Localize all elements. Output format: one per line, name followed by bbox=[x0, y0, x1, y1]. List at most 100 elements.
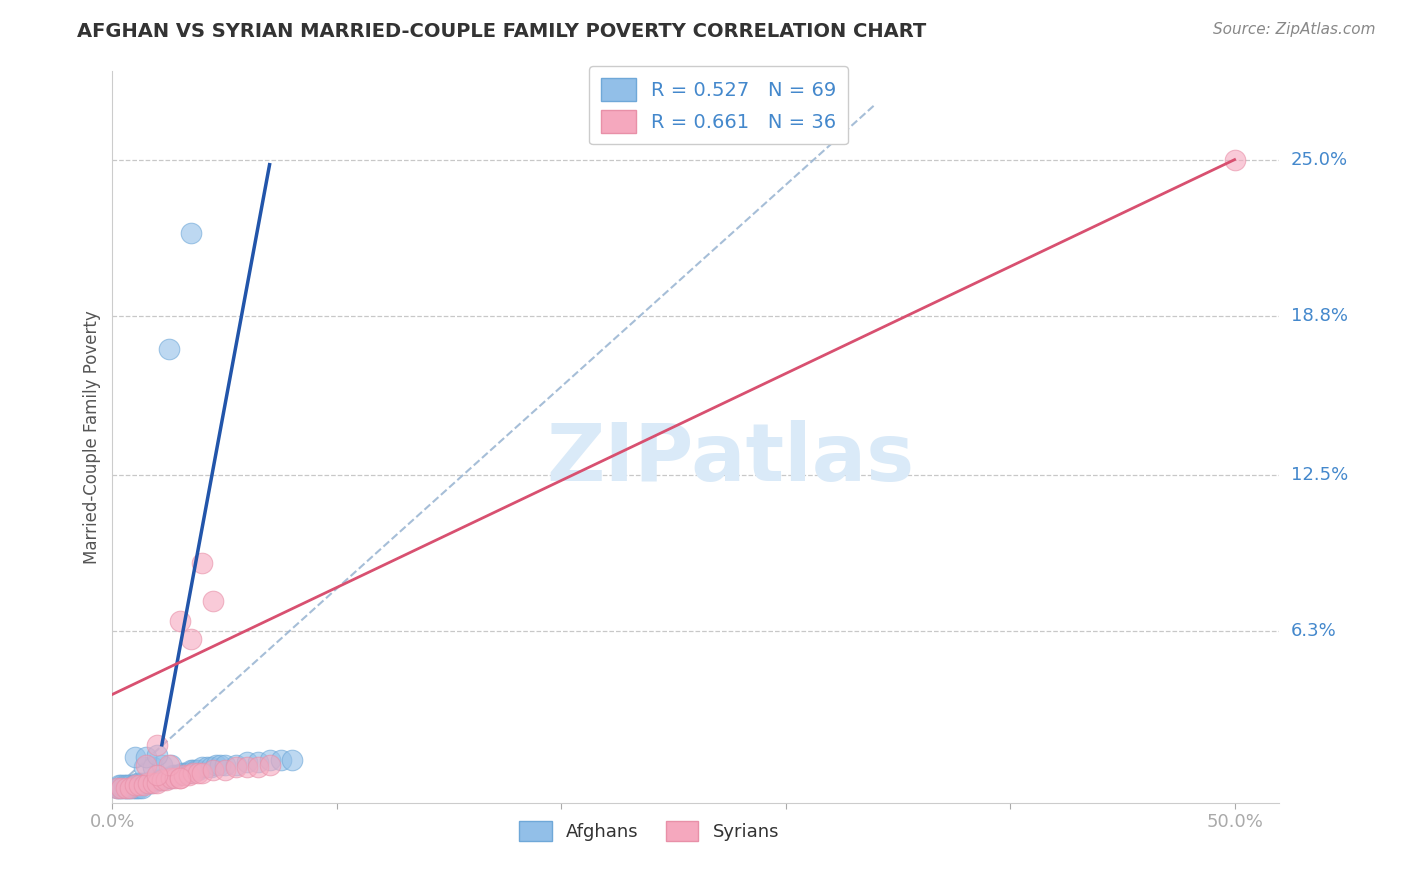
Point bbox=[160, 771, 183, 785]
Point bbox=[138, 775, 160, 789]
Point bbox=[132, 760, 155, 774]
Point bbox=[259, 758, 281, 772]
Point bbox=[195, 760, 218, 774]
Point bbox=[191, 556, 214, 570]
Point bbox=[120, 780, 142, 795]
Y-axis label: Married-Couple Family Poverty: Married-Couple Family Poverty bbox=[83, 310, 101, 564]
Point bbox=[160, 771, 183, 785]
Point bbox=[191, 760, 214, 774]
Point bbox=[138, 775, 160, 789]
Point bbox=[128, 775, 150, 789]
Point bbox=[247, 760, 270, 774]
Point bbox=[121, 778, 143, 792]
Point bbox=[108, 780, 131, 795]
Point bbox=[146, 775, 169, 789]
Point bbox=[187, 763, 209, 777]
Point bbox=[180, 763, 202, 777]
Point bbox=[169, 771, 191, 785]
Text: 25.0%: 25.0% bbox=[1291, 151, 1348, 169]
Point bbox=[131, 775, 153, 789]
Text: 12.5%: 12.5% bbox=[1291, 466, 1348, 484]
Point bbox=[112, 778, 135, 792]
Text: 6.3%: 6.3% bbox=[1291, 623, 1337, 640]
Point bbox=[149, 773, 172, 788]
Legend: Afghans, Syrians: Afghans, Syrians bbox=[512, 814, 786, 848]
Point bbox=[180, 226, 202, 240]
Point bbox=[110, 778, 132, 792]
Point bbox=[143, 773, 166, 788]
Point bbox=[132, 778, 155, 792]
Point bbox=[191, 765, 214, 780]
Point bbox=[105, 780, 128, 795]
Text: Source: ZipAtlas.com: Source: ZipAtlas.com bbox=[1212, 22, 1375, 37]
Point bbox=[132, 775, 155, 789]
Point bbox=[209, 758, 232, 772]
Point bbox=[281, 753, 304, 767]
Point bbox=[150, 773, 173, 788]
Point bbox=[236, 756, 259, 770]
Point bbox=[120, 778, 142, 792]
Point bbox=[127, 775, 149, 789]
Point bbox=[135, 775, 157, 789]
Point bbox=[259, 753, 281, 767]
Point bbox=[153, 771, 176, 785]
Point bbox=[131, 780, 153, 795]
Point bbox=[177, 768, 200, 782]
Point bbox=[128, 778, 150, 792]
Point bbox=[173, 768, 195, 782]
Point bbox=[127, 780, 149, 795]
Point bbox=[117, 780, 139, 795]
Point bbox=[142, 773, 165, 788]
Point bbox=[120, 780, 142, 795]
Point bbox=[155, 773, 177, 788]
Point bbox=[146, 773, 169, 788]
Point bbox=[177, 765, 200, 780]
Point bbox=[142, 775, 165, 789]
Point bbox=[162, 768, 184, 782]
Point bbox=[146, 747, 169, 762]
Point bbox=[176, 765, 198, 780]
Point bbox=[165, 768, 187, 782]
Point bbox=[121, 780, 143, 795]
Point bbox=[181, 763, 204, 777]
Point bbox=[181, 765, 204, 780]
Point bbox=[169, 614, 191, 628]
Point bbox=[108, 778, 131, 792]
Text: 18.8%: 18.8% bbox=[1291, 307, 1348, 325]
Point bbox=[115, 780, 138, 795]
Point bbox=[146, 738, 169, 752]
Point bbox=[166, 768, 188, 782]
Point bbox=[157, 342, 180, 356]
Point bbox=[214, 758, 236, 772]
Point bbox=[236, 760, 259, 774]
Point bbox=[180, 632, 202, 646]
Point bbox=[202, 763, 225, 777]
Point bbox=[155, 771, 177, 785]
Point bbox=[135, 758, 157, 772]
Point bbox=[124, 780, 146, 795]
Point bbox=[150, 758, 173, 772]
Text: ZIPatlas: ZIPatlas bbox=[547, 420, 915, 498]
Point bbox=[169, 771, 191, 785]
Point bbox=[165, 771, 187, 785]
Point bbox=[247, 756, 270, 770]
Point bbox=[160, 758, 183, 772]
Point bbox=[115, 778, 138, 792]
Point bbox=[1223, 153, 1246, 167]
Point bbox=[169, 768, 191, 782]
Point bbox=[173, 765, 195, 780]
Text: AFGHAN VS SYRIAN MARRIED-COUPLE FAMILY POVERTY CORRELATION CHART: AFGHAN VS SYRIAN MARRIED-COUPLE FAMILY P… bbox=[77, 22, 927, 41]
Point bbox=[150, 773, 173, 788]
Point bbox=[124, 778, 146, 792]
Point bbox=[124, 778, 146, 792]
Point bbox=[187, 765, 209, 780]
Point bbox=[184, 763, 207, 777]
Point bbox=[112, 780, 135, 795]
Point bbox=[200, 760, 222, 774]
Point bbox=[128, 780, 150, 795]
Point bbox=[157, 758, 180, 772]
Point bbox=[115, 780, 138, 795]
Point bbox=[204, 758, 226, 772]
Point bbox=[105, 780, 128, 795]
Point bbox=[110, 780, 132, 795]
